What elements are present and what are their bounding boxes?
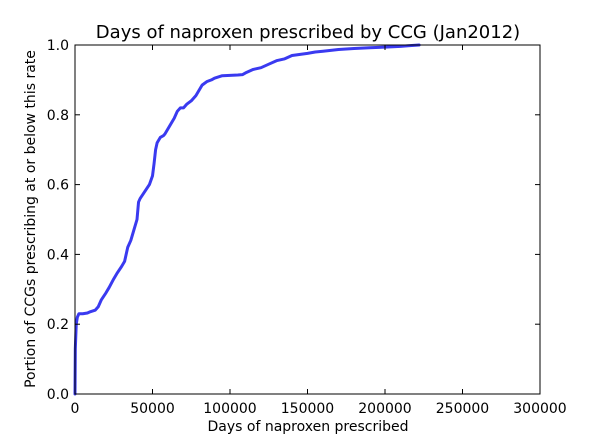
x-tick-label: 50000 [130, 401, 175, 417]
y-tick-label: 0.8 [47, 108, 69, 124]
series-line-0 [73, 43, 421, 396]
plot-background [75, 45, 540, 394]
y-tick-label: 0.0 [47, 387, 69, 403]
x-tick-label: 100000 [203, 401, 256, 417]
plot-area [75, 45, 540, 394]
x-tick-label: 200000 [358, 401, 411, 417]
x-tick-label: 0 [71, 401, 80, 417]
x-axis-label: Days of naproxen prescribed [207, 419, 408, 435]
chart-title: Days of naproxen prescribed by CCG (Jan2… [96, 22, 520, 43]
y-tick-label: 0.4 [47, 247, 69, 263]
series-layer [73, 43, 421, 396]
y-tick-label: 0.2 [47, 317, 69, 333]
x-axis: 0 50000 100000 150000 200000 250000 300000 [71, 45, 567, 417]
y-axis: 0.0 0.2 0.4 0.6 0.8 1.0 [47, 38, 540, 403]
x-tick-label: 150000 [281, 401, 334, 417]
x-tick-label: 250000 [436, 401, 489, 417]
y-tick-label: 0.6 [47, 178, 69, 194]
x-tick-label: 300000 [513, 401, 566, 417]
y-axis-label: Portion of CCGs prescribing at or below … [23, 50, 39, 388]
y-tick-label: 1.0 [47, 38, 69, 54]
